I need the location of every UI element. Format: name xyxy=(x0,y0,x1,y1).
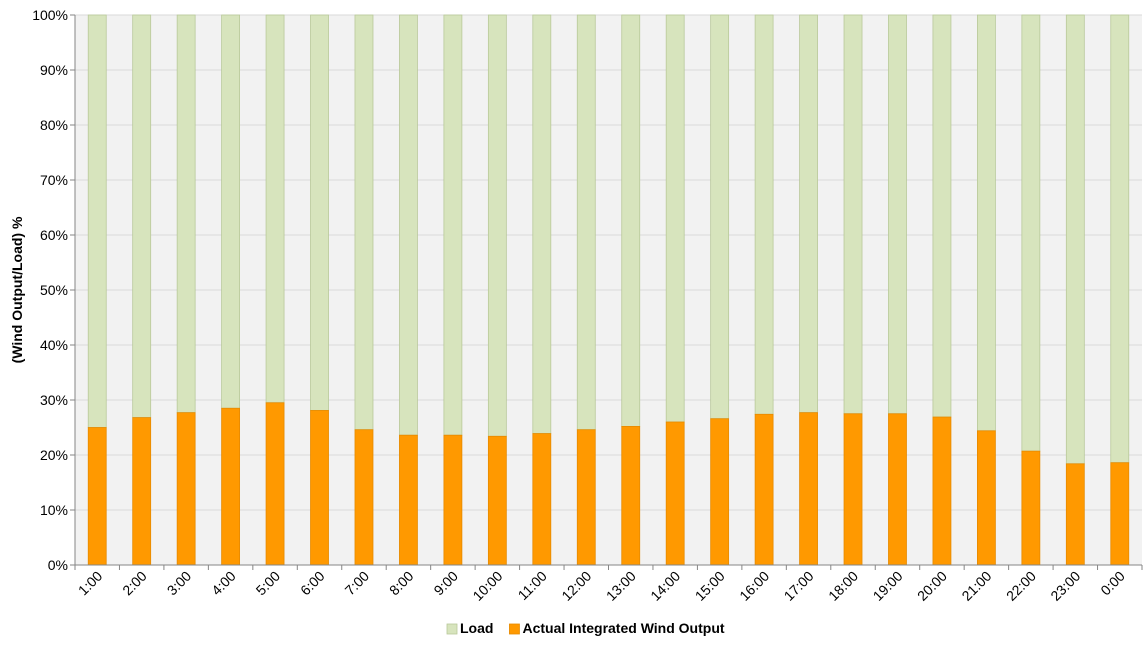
bar-wind-output xyxy=(1021,450,1041,566)
bar-wind-output xyxy=(487,435,507,566)
bar-load xyxy=(176,14,196,414)
y-tick-label: 70% xyxy=(40,172,68,188)
bar-wind-output xyxy=(621,425,641,566)
bar-wind-output xyxy=(754,413,774,566)
bar-load xyxy=(799,14,818,414)
y-tick-label: 100% xyxy=(32,7,68,23)
bar-wind-output xyxy=(532,433,552,566)
bar-load xyxy=(888,14,907,415)
legend-label: Load xyxy=(460,620,493,636)
bar-wind-output xyxy=(1110,462,1130,566)
x-tick-label: 10:00 xyxy=(469,568,505,604)
x-tick-label: 15:00 xyxy=(692,568,728,604)
bar-load xyxy=(754,14,774,415)
bar-wind-output xyxy=(888,413,907,566)
bar-wind-output xyxy=(87,427,107,566)
bar-load xyxy=(932,14,952,418)
bar-load xyxy=(532,14,552,434)
bar-load xyxy=(221,14,241,409)
x-tick-label: 18:00 xyxy=(825,568,861,604)
bar-wind-output xyxy=(710,418,730,566)
bar-load xyxy=(443,14,463,436)
y-tick-label: 0% xyxy=(48,557,68,573)
bar-load xyxy=(310,14,329,411)
bar-load xyxy=(843,14,863,415)
x-tick-label: 4:00 xyxy=(208,568,239,599)
bar-wind-output xyxy=(443,434,463,566)
x-tick-label: 23:00 xyxy=(1047,568,1083,604)
bar-load xyxy=(1065,14,1085,465)
bar-load xyxy=(976,14,996,432)
legend-swatch xyxy=(446,623,458,635)
y-tick-label: 40% xyxy=(40,337,68,353)
x-tick-label: 2:00 xyxy=(119,568,150,599)
y-tick-label: 20% xyxy=(40,447,68,463)
bar-wind-output xyxy=(354,429,374,566)
y-tick-label: 30% xyxy=(40,392,68,408)
bar-load xyxy=(1110,14,1130,464)
y-tick-label: 80% xyxy=(40,117,68,133)
y-tick-label: 60% xyxy=(40,227,68,243)
x-tick-label: 21:00 xyxy=(958,568,994,604)
bar-wind-output xyxy=(221,407,241,566)
bar-wind-output xyxy=(399,434,418,566)
bar-wind-output xyxy=(176,412,196,566)
gridlines xyxy=(70,14,1142,566)
legend-swatch xyxy=(509,623,520,635)
x-tick-label: 16:00 xyxy=(736,568,772,604)
x-tick-label: 12:00 xyxy=(558,568,594,604)
axes xyxy=(74,15,1143,570)
y-tick-label: 50% xyxy=(40,282,68,298)
bar-load xyxy=(399,14,418,436)
x-tick-label: 0:00 xyxy=(1097,568,1128,599)
x-tick-label: 19:00 xyxy=(870,568,906,604)
bar-wind-output xyxy=(132,417,152,566)
bar-wind-output xyxy=(1065,463,1085,566)
legend: Load Actual Integrated Wind Output xyxy=(446,620,725,636)
x-tick-label: 11:00 xyxy=(515,568,551,604)
x-tick-label: 8:00 xyxy=(386,568,417,599)
bar-load xyxy=(665,14,685,423)
y-tick-label: 90% xyxy=(40,62,68,78)
x-tick-label: 20:00 xyxy=(914,568,950,604)
bar-load xyxy=(621,14,641,427)
x-tick-label: 17:00 xyxy=(781,568,817,604)
bar-wind-output xyxy=(976,430,996,566)
legend-label: Actual Integrated Wind Output xyxy=(522,620,724,636)
x-tick-label: 14:00 xyxy=(647,568,683,604)
bar-wind-output xyxy=(843,413,863,566)
x-tick-label: 5:00 xyxy=(253,568,284,599)
x-tick-label: 1:00 xyxy=(75,568,106,599)
x-tick-labels: 1:00 2:00 3:00 4:00 5:00 6:00 7:00 8:00 9:00 10:0… xyxy=(75,568,1128,604)
y-tick-labels: 0% 10% 20% 30% 40% 50% 60% 70% 80% 90% 100% xyxy=(32,7,68,573)
y-tick-label: 10% xyxy=(40,502,68,518)
x-tick-label: 7:00 xyxy=(342,568,373,599)
bar-wind-output xyxy=(310,410,329,566)
bar-load xyxy=(132,14,152,419)
bar-load xyxy=(265,14,285,404)
bar-wind-output xyxy=(665,421,685,566)
bar-load xyxy=(87,14,107,428)
y-axis-title: (Wind Output/Load) % xyxy=(9,216,25,363)
bar-load xyxy=(576,14,596,431)
bar-wind-output xyxy=(265,402,285,566)
bars-group xyxy=(87,14,1130,566)
bar-wind-output xyxy=(576,429,596,566)
bar-load xyxy=(487,14,507,437)
x-tick-label: 22:00 xyxy=(1003,568,1039,604)
bar-wind-output xyxy=(799,412,818,566)
bar-load xyxy=(1021,14,1041,452)
x-tick-label: 6:00 xyxy=(297,568,328,599)
bar-wind-output xyxy=(932,416,952,566)
x-tick-label: 9:00 xyxy=(430,568,461,599)
bar-load xyxy=(710,14,730,420)
x-tick-label: 3:00 xyxy=(164,568,195,599)
bar-load xyxy=(354,14,374,431)
x-tick-label: 13:00 xyxy=(603,568,639,604)
